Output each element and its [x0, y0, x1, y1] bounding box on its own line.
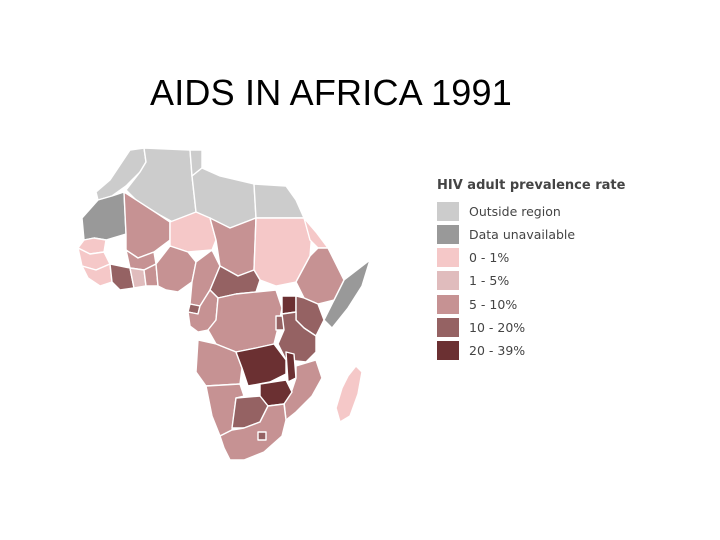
legend-swatch — [437, 317, 459, 337]
legend-label: 0 - 1% — [469, 250, 510, 266]
africa-map-svg — [77, 147, 371, 461]
legend-item: Outside region — [437, 201, 667, 221]
region-cote-divoire — [109, 263, 135, 291]
region-egypt — [253, 183, 305, 219]
legend-item: 5 - 10% — [437, 294, 667, 314]
slide-title: AIDS IN AFRICA 1991 — [150, 72, 512, 113]
legend-label: 1 - 5% — [469, 273, 510, 289]
region-mozambique — [283, 359, 323, 421]
region-south-africa — [219, 403, 287, 461]
region-madagascar — [335, 365, 363, 423]
legend-item: 20 - 39% — [437, 341, 667, 361]
legend-swatch — [437, 248, 459, 268]
legend-item: Data unavailable — [437, 224, 667, 244]
region-ethiopia — [295, 247, 345, 305]
legend-swatch — [437, 224, 459, 244]
region-malawi — [285, 351, 297, 383]
map-legend: HIV adult prevalence rate Outside region… — [437, 178, 667, 364]
region-uganda — [281, 295, 297, 315]
legend-label: Outside region — [469, 203, 561, 219]
region-zambia — [235, 343, 287, 387]
legend-label: 5 - 10% — [469, 296, 518, 312]
legend-label: Data unavailable — [469, 226, 576, 242]
legend-label: 10 - 20% — [469, 319, 526, 335]
legend-item: 10 - 20% — [437, 317, 667, 337]
legend-title: HIV adult prevalence rate — [437, 178, 626, 193]
legend-item: 0 - 1% — [437, 248, 667, 268]
legend-swatch — [437, 341, 459, 361]
legend-swatch — [437, 271, 459, 291]
legend-swatch — [437, 201, 459, 221]
region-nigeria — [155, 245, 197, 293]
region-dr-congo — [207, 289, 283, 353]
legend-label: 20 - 39% — [469, 343, 526, 359]
africa-map — [60, 140, 390, 470]
region-lesotho-swaziland — [257, 431, 267, 441]
legend-item: 1 - 5% — [437, 271, 667, 291]
region-mauritania — [81, 191, 127, 241]
region-tanzania — [277, 311, 317, 363]
legend-swatch — [437, 294, 459, 314]
region-angola — [195, 339, 243, 387]
